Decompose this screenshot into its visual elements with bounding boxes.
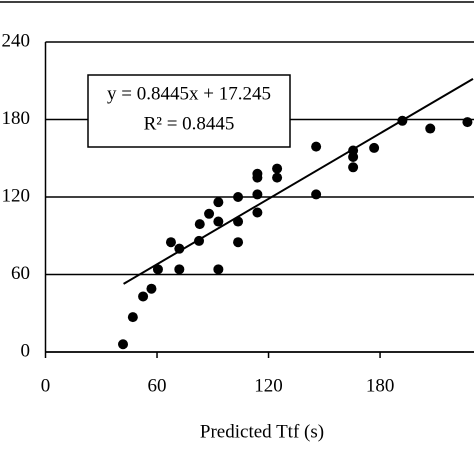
point: [118, 339, 129, 350]
point: [233, 237, 244, 248]
point: [252, 189, 263, 200]
point: [425, 123, 436, 134]
point: [252, 207, 263, 218]
annotation: R² = 0.8445: [144, 113, 235, 134]
point: [213, 216, 224, 227]
point: [174, 264, 185, 275]
point: [311, 189, 322, 200]
point: [138, 291, 149, 302]
x-tick-label: 0: [41, 375, 51, 396]
y-tick-label: 240: [2, 30, 31, 51]
x-axis-label: Predicted Ttf (s): [200, 421, 324, 442]
point: [348, 151, 359, 162]
annotation: y = 0.8445x + 17.245: [107, 83, 271, 104]
point: [152, 264, 163, 275]
point: [165, 237, 176, 248]
point: [146, 283, 157, 294]
y-tick-label: 0: [21, 340, 31, 361]
point: [213, 197, 224, 208]
point: [397, 115, 408, 126]
point: [272, 163, 283, 174]
point: [213, 264, 224, 275]
point: [369, 142, 380, 153]
point: [233, 192, 244, 202]
point: [194, 219, 205, 230]
point: [174, 243, 185, 254]
point: [204, 208, 215, 219]
y-tick-label: 60: [11, 263, 30, 284]
point: [194, 235, 205, 246]
point: [252, 168, 263, 179]
x-tick-label: 60: [148, 375, 167, 396]
x-tick-label: 180: [366, 375, 395, 396]
point: [462, 117, 473, 128]
x-tick-label: 120: [254, 375, 283, 396]
point: [127, 312, 138, 323]
y-tick-label: 120: [2, 185, 31, 206]
annotation-box: [87, 74, 291, 148]
point: [233, 216, 244, 227]
y-tick-label: 180: [2, 108, 31, 129]
point: [272, 172, 283, 183]
point: [348, 162, 359, 173]
point: [311, 141, 322, 152]
